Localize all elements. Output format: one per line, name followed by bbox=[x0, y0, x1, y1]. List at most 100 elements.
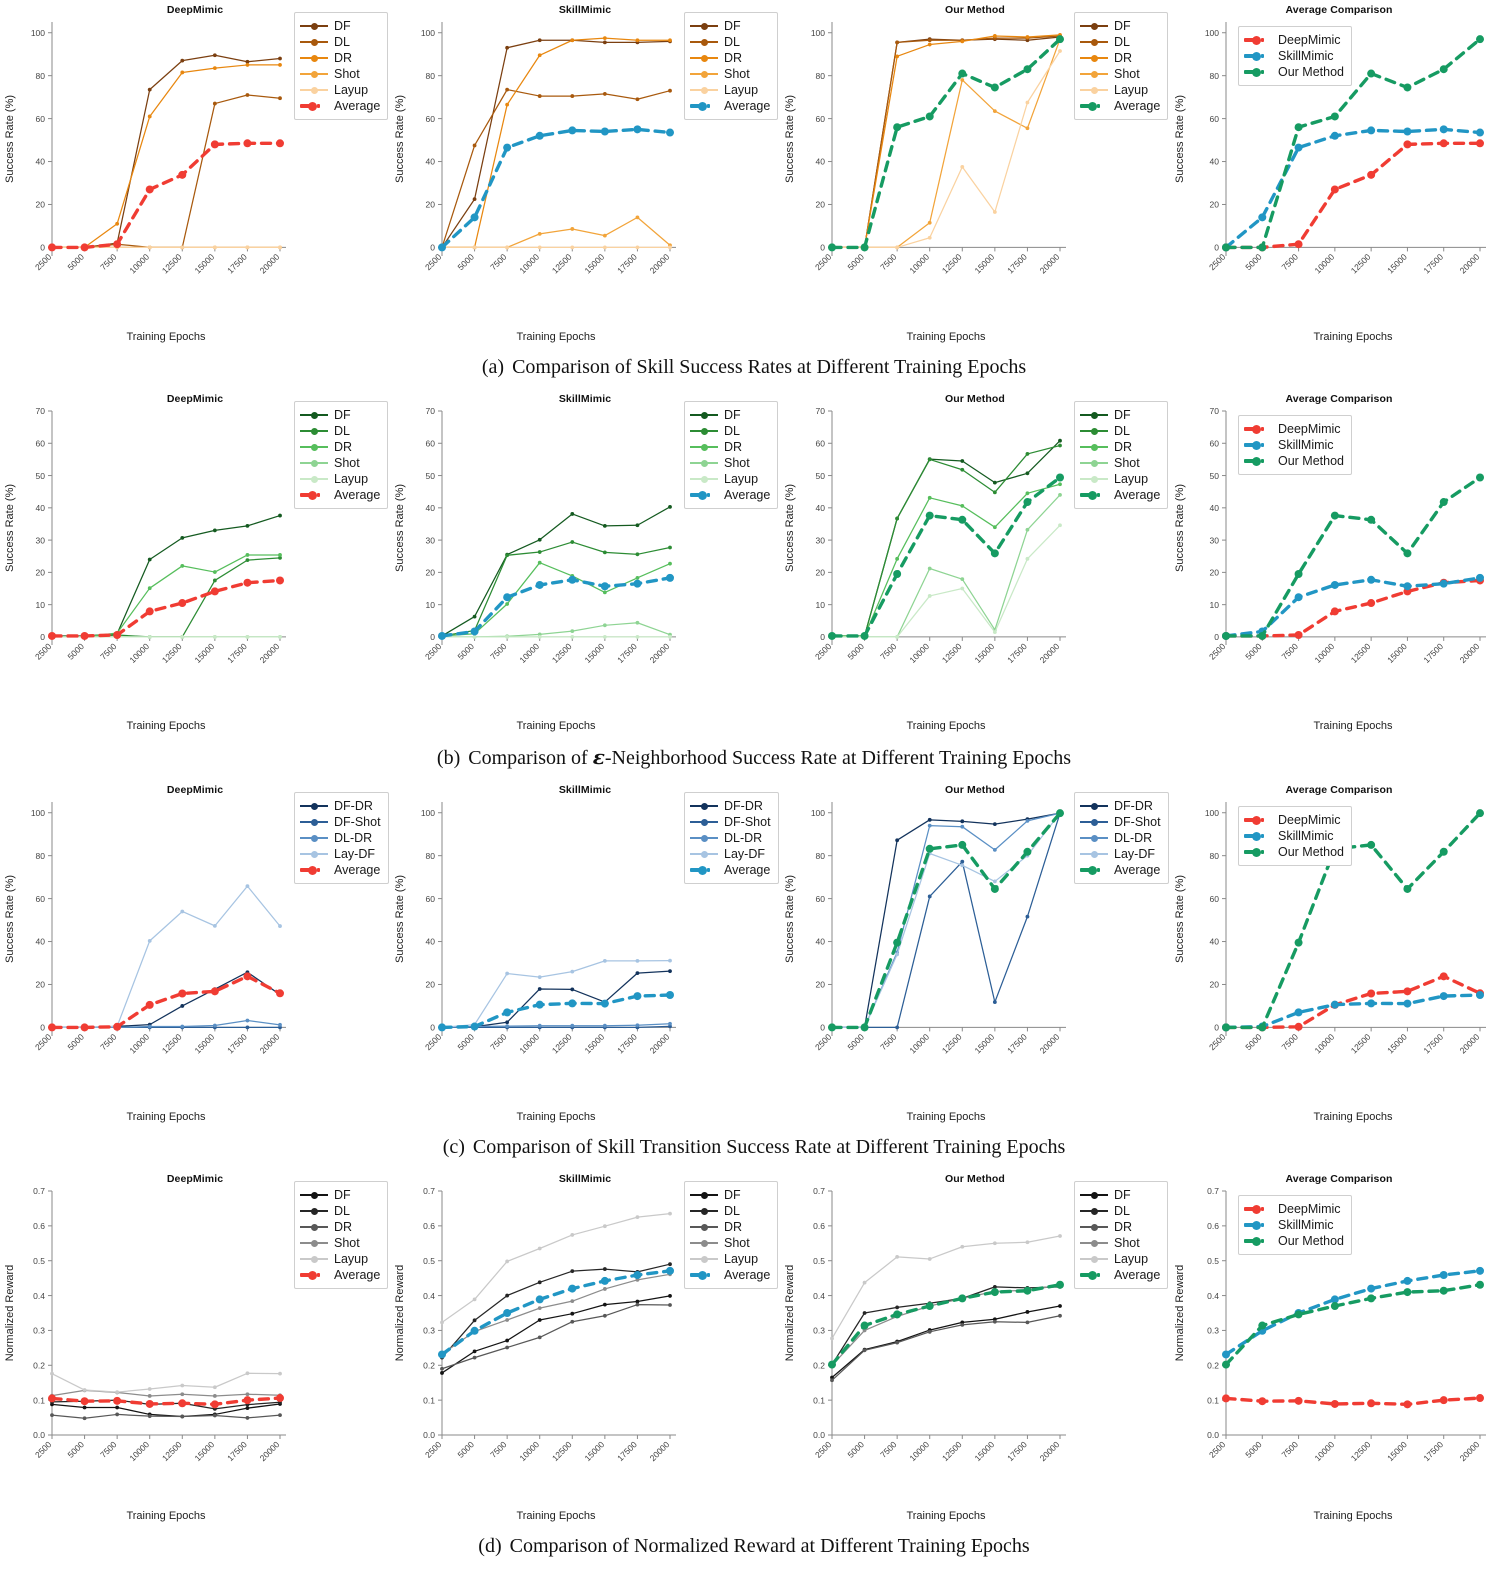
series-point bbox=[145, 185, 154, 194]
series-point bbox=[1025, 35, 1030, 39]
svg-text:20000: 20000 bbox=[648, 641, 672, 665]
series-point bbox=[895, 1340, 900, 1345]
series-point bbox=[666, 573, 674, 582]
legend-label: DR bbox=[724, 51, 743, 65]
series-point bbox=[992, 490, 997, 495]
series-point bbox=[537, 53, 542, 58]
svg-text:60: 60 bbox=[816, 438, 826, 448]
svg-text:40: 40 bbox=[816, 937, 826, 947]
series-point bbox=[1025, 126, 1030, 131]
series-point bbox=[1330, 580, 1339, 589]
legend-item-layup: Layup bbox=[690, 471, 770, 487]
series-point bbox=[278, 555, 282, 560]
series-point bbox=[276, 989, 284, 998]
panel-title: Our Method bbox=[945, 784, 1005, 796]
series-point bbox=[570, 969, 575, 974]
legend-label: DF bbox=[334, 19, 351, 33]
legend-label: Shot bbox=[1114, 1236, 1140, 1250]
legend-a4: DeepMimic SkillMimic Our Method bbox=[1238, 26, 1353, 86]
legend-item-dr: DR bbox=[300, 50, 380, 66]
legend-item-average: Average bbox=[300, 1267, 380, 1283]
svg-text:60: 60 bbox=[1210, 894, 1220, 904]
svg-text:2500: 2500 bbox=[33, 252, 54, 273]
legend-d4: DeepMimic SkillMimic Our Method bbox=[1238, 1195, 1353, 1255]
legend-label: DL bbox=[1114, 1204, 1130, 1218]
legend-swatch-icon bbox=[1080, 441, 1108, 453]
svg-text:Success Rate (%): Success Rate (%) bbox=[784, 95, 796, 183]
svg-text:17500: 17500 bbox=[1421, 1439, 1445, 1463]
svg-text:Success Rate (%): Success Rate (%) bbox=[394, 484, 406, 572]
legend-label: Average bbox=[1114, 99, 1161, 113]
legend-label: DL bbox=[334, 1204, 350, 1218]
series-point bbox=[50, 1371, 54, 1376]
svg-text:0.4: 0.4 bbox=[1207, 1291, 1219, 1301]
legend-swatch-icon bbox=[1080, 864, 1108, 876]
series-point bbox=[1058, 523, 1062, 528]
svg-text:12500: 12500 bbox=[940, 1439, 964, 1463]
svg-text:0: 0 bbox=[430, 632, 435, 642]
series-point bbox=[927, 817, 932, 822]
svg-text:70: 70 bbox=[36, 406, 46, 416]
series-point bbox=[1025, 452, 1030, 456]
series-point bbox=[180, 1392, 185, 1397]
series-point bbox=[180, 564, 185, 568]
series-point bbox=[1367, 1399, 1376, 1408]
legend-item-df: DF bbox=[300, 1187, 380, 1203]
series-point bbox=[212, 923, 217, 928]
series-point bbox=[470, 627, 479, 636]
svg-text:0.6: 0.6 bbox=[1207, 1221, 1219, 1231]
chart-panel-a2: SkillMimic 0 20 40 60 80 100 Success Rate (%) 25… bbox=[390, 0, 780, 352]
series-point bbox=[82, 1416, 87, 1421]
svg-text:Training Epochs: Training Epochs bbox=[1313, 1510, 1393, 1522]
legend-label: Lay-DF bbox=[334, 847, 375, 861]
caption-d-label: (d) bbox=[478, 1535, 502, 1557]
series-point bbox=[440, 1371, 444, 1375]
legend-item-shot: Shot bbox=[690, 1235, 770, 1251]
series-point bbox=[600, 1276, 609, 1285]
series-point bbox=[537, 560, 542, 565]
svg-text:10000: 10000 bbox=[127, 252, 151, 276]
series-point bbox=[895, 635, 900, 639]
series-point bbox=[212, 1394, 217, 1398]
svg-text:0: 0 bbox=[40, 243, 45, 253]
legend-item-dl: DL bbox=[1080, 423, 1160, 439]
legend-swatch-icon bbox=[690, 1189, 718, 1201]
legend-swatch-icon bbox=[690, 441, 718, 453]
series-point bbox=[145, 1000, 154, 1009]
series-point bbox=[635, 1302, 640, 1307]
legend-label: DL bbox=[334, 424, 350, 438]
svg-text:Success Rate (%): Success Rate (%) bbox=[1174, 875, 1186, 963]
series-point bbox=[570, 1233, 575, 1237]
legend-label: Average bbox=[724, 863, 771, 877]
series-point bbox=[925, 112, 934, 121]
series-point bbox=[278, 513, 282, 518]
svg-text:12500: 12500 bbox=[550, 1439, 574, 1463]
series-point bbox=[925, 511, 934, 520]
legend-label: Layup bbox=[724, 1252, 759, 1266]
series-point bbox=[860, 243, 869, 252]
legend-swatch-icon bbox=[300, 816, 328, 828]
series-line-df bbox=[441, 39, 671, 248]
series-point bbox=[278, 96, 282, 101]
series-point bbox=[635, 1023, 640, 1028]
series-point bbox=[535, 131, 544, 140]
series-point bbox=[602, 40, 607, 45]
series-point bbox=[1258, 1397, 1267, 1406]
svg-text:15000: 15000 bbox=[192, 1032, 216, 1056]
legend-item-df-shot: DF-Shot bbox=[300, 814, 381, 830]
series-point bbox=[180, 245, 185, 250]
series-line-average bbox=[830, 1283, 1062, 1367]
series-point bbox=[602, 36, 607, 41]
series-point bbox=[245, 1392, 250, 1397]
svg-text:15000: 15000 bbox=[1385, 641, 1409, 665]
series-line-lay-df bbox=[832, 812, 1061, 1029]
series-point bbox=[927, 1329, 932, 1334]
series-line-average bbox=[440, 993, 672, 1030]
legend-b2: DF DL DR Shot Layup Average bbox=[684, 401, 779, 509]
series-point bbox=[147, 1394, 152, 1398]
series-point bbox=[635, 575, 640, 580]
series-point bbox=[245, 553, 250, 557]
svg-text:80: 80 bbox=[36, 71, 46, 81]
svg-text:15000: 15000 bbox=[972, 252, 996, 276]
series-line-df bbox=[441, 506, 671, 637]
